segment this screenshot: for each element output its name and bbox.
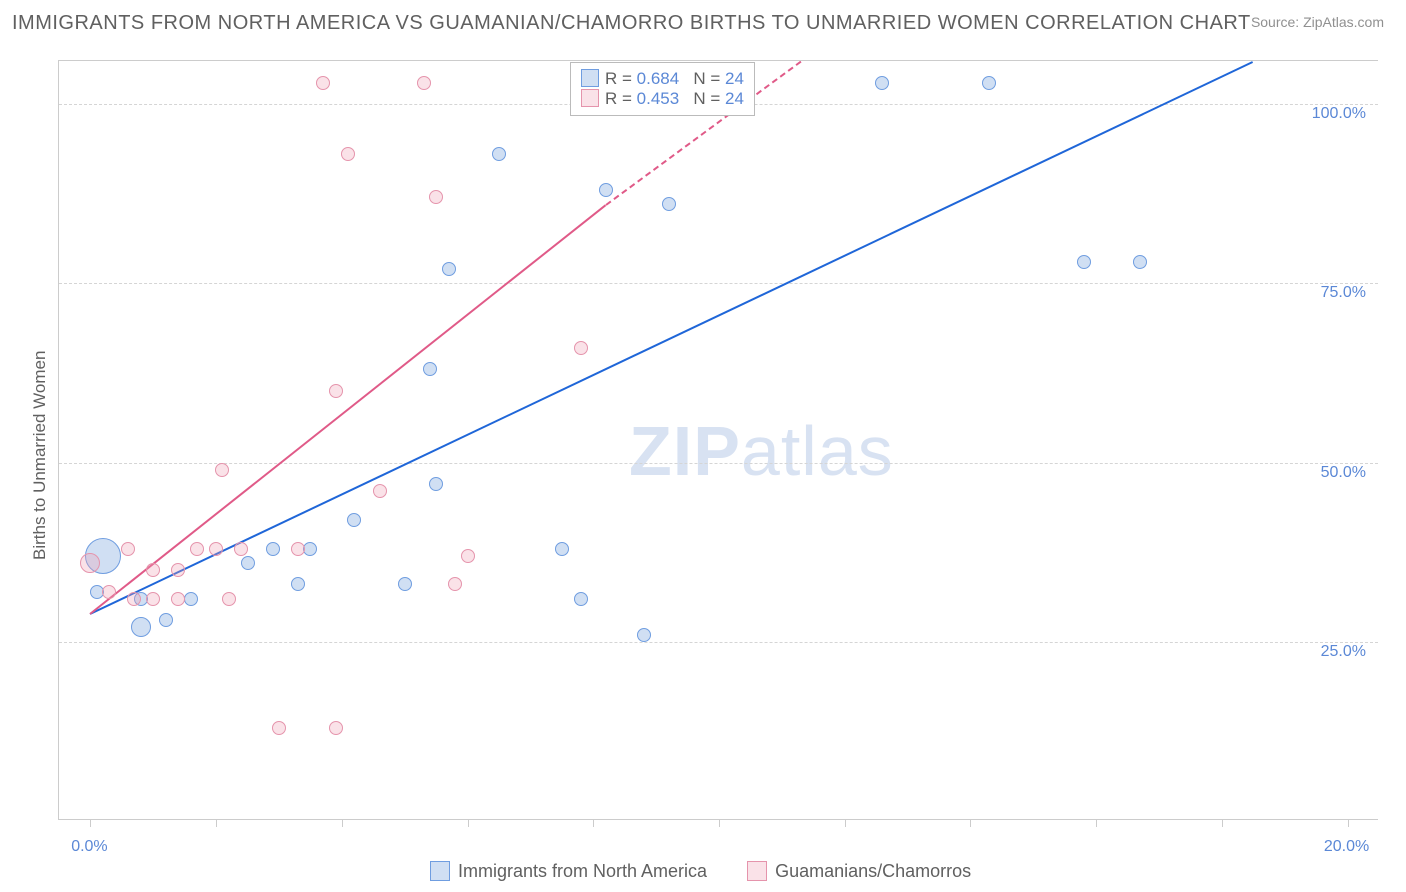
legend-n-value: 24 (725, 69, 744, 88)
scatter-point (373, 484, 387, 498)
scatter-point (982, 76, 996, 90)
scatter-point (875, 76, 889, 90)
legend-item: Immigrants from North America (430, 861, 707, 881)
scatter-point (417, 76, 431, 90)
legend-top: R = 0.684 N = 24R = 0.453 N = 24 (570, 62, 755, 116)
legend-swatch (581, 89, 599, 107)
plot-region: ZIPatlas 25.0% 50.0% 75.0% 100.0% (59, 61, 1378, 819)
scatter-point (266, 542, 280, 556)
legend-label: Guamanians/Chamorros (775, 861, 971, 881)
chart-title: IMMIGRANTS FROM NORTH AMERICA VS GUAMANI… (12, 12, 1251, 35)
scatter-point (574, 592, 588, 606)
scatter-point (171, 563, 185, 577)
y-tick-label: 100.0% (1312, 105, 1366, 123)
x-tick (1222, 819, 1223, 827)
scatter-point (329, 721, 343, 735)
chart-area: ZIPatlas 25.0% 50.0% 75.0% 100.0% (58, 60, 1378, 820)
scatter-point (102, 585, 116, 599)
scatter-point (429, 477, 443, 491)
x-tick (719, 819, 720, 827)
scatter-point (574, 341, 588, 355)
scatter-point (347, 513, 361, 527)
scatter-point (662, 197, 676, 211)
scatter-point (159, 613, 173, 627)
legend-swatch (430, 861, 450, 881)
scatter-point (80, 553, 100, 573)
x-tick (1096, 819, 1097, 827)
x-tick (970, 819, 971, 827)
scatter-point (291, 577, 305, 591)
x-tick (593, 819, 594, 827)
gridline-h (59, 642, 1378, 643)
legend-r-value: 0.684 (637, 69, 680, 88)
scatter-point (429, 190, 443, 204)
legend-item: Guamanians/Chamorros (747, 861, 971, 881)
scatter-point (599, 183, 613, 197)
legend-n-value: 24 (725, 89, 744, 108)
x-tick (1348, 819, 1349, 827)
scatter-point (190, 542, 204, 556)
y-tick-label: 25.0% (1321, 643, 1366, 661)
scatter-point (272, 721, 286, 735)
scatter-point (492, 147, 506, 161)
scatter-point (448, 577, 462, 591)
scatter-point (121, 542, 135, 556)
y-tick-label: 75.0% (1321, 284, 1366, 302)
chart-container: IMMIGRANTS FROM NORTH AMERICA VS GUAMANI… (0, 0, 1406, 892)
regression-line (90, 205, 607, 615)
scatter-point (127, 592, 141, 606)
legend-r-value: 0.453 (637, 89, 680, 108)
x-tick-label: 20.0% (1324, 838, 1369, 856)
scatter-point (131, 617, 151, 637)
scatter-point (329, 384, 343, 398)
scatter-point (442, 262, 456, 276)
scatter-point (303, 542, 317, 556)
x-tick-label: 0.0% (71, 838, 107, 856)
legend-swatch (581, 69, 599, 87)
x-tick (845, 819, 846, 827)
scatter-point (461, 549, 475, 563)
legend-swatch (747, 861, 767, 881)
gridline-h (59, 283, 1378, 284)
scatter-point (341, 147, 355, 161)
x-tick (468, 819, 469, 827)
legend-label: Immigrants from North America (458, 861, 707, 881)
scatter-point (241, 556, 255, 570)
watermark: ZIPatlas (629, 411, 894, 491)
legend-row: R = 0.453 N = 24 (581, 89, 744, 109)
scatter-point (215, 463, 229, 477)
scatter-point (222, 592, 236, 606)
y-axis-label: Births to Unmarried Women (30, 351, 50, 560)
gridline-h (59, 463, 1378, 464)
x-tick (342, 819, 343, 827)
scatter-point (1077, 255, 1091, 269)
scatter-point (184, 592, 198, 606)
legend-bottom: Immigrants from North America Guamanians/… (430, 861, 1011, 882)
scatter-point (234, 542, 248, 556)
source-label: Source: ZipAtlas.com (1251, 14, 1384, 30)
scatter-point (1133, 255, 1147, 269)
scatter-point (171, 592, 185, 606)
scatter-point (398, 577, 412, 591)
scatter-point (637, 628, 651, 642)
x-tick (216, 819, 217, 827)
scatter-point (146, 563, 160, 577)
scatter-point (291, 542, 305, 556)
scatter-point (555, 542, 569, 556)
x-tick (90, 819, 91, 827)
scatter-point (209, 542, 223, 556)
scatter-point (146, 592, 160, 606)
scatter-point (423, 362, 437, 376)
regression-line (90, 61, 1254, 615)
y-tick-label: 50.0% (1321, 464, 1366, 482)
legend-row: R = 0.684 N = 24 (581, 69, 744, 89)
scatter-point (316, 76, 330, 90)
